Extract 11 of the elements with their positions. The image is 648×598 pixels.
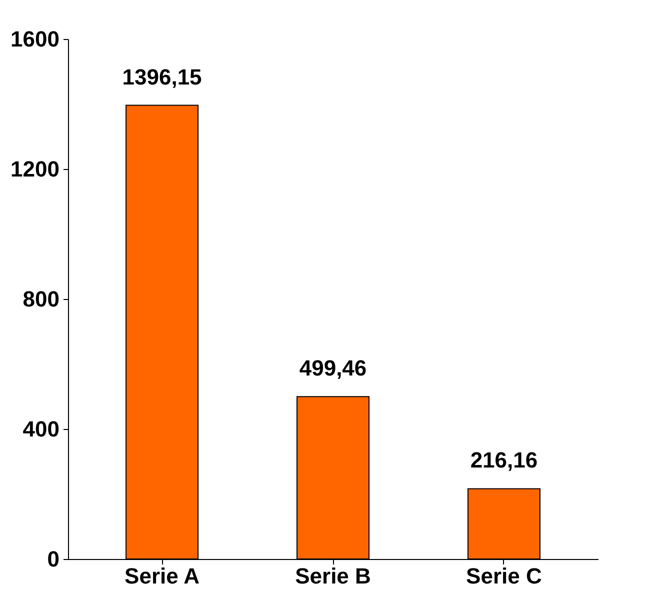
- data-label: 216,16: [470, 448, 538, 473]
- x-tick-label: Serie B: [295, 564, 371, 588]
- y-tick-label: 400: [22, 416, 60, 442]
- x-tick-label: Serie C: [466, 564, 542, 588]
- x-tick-label: Serie A: [124, 564, 200, 588]
- y-tick-label: 800: [22, 286, 60, 312]
- data-label: 499,46: [299, 356, 367, 381]
- y-tick-label: 0: [47, 546, 60, 572]
- data-label: 1396,15: [122, 64, 202, 90]
- y-tick-label: 1200: [10, 156, 60, 182]
- y-tick-label: 1600: [10, 26, 60, 52]
